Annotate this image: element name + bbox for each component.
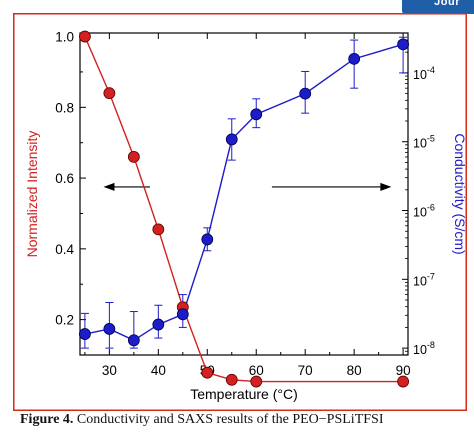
conductivity-point xyxy=(299,87,312,100)
caption-label: Figure 4. xyxy=(20,412,74,427)
figure-frame: 304050607080900.20.40.60.81.010-810-710-… xyxy=(13,13,467,411)
intensity-point xyxy=(78,30,91,43)
y-right-tick-label: 10-8 xyxy=(413,340,435,357)
journal-tab: Jour xyxy=(402,0,474,14)
caption-text: Conductivity and SAXS results of the PEO… xyxy=(76,412,384,427)
y-left-axis-title: Normalized Intensity xyxy=(24,131,40,258)
plot-area-frame xyxy=(79,32,409,356)
x-tick-label: 80 xyxy=(347,363,362,378)
conductivity-point xyxy=(103,323,116,335)
arrow-head-right xyxy=(380,182,392,191)
y-right-axis-title: Conductivity (S/cm) xyxy=(452,133,467,254)
y-left-tick-label: 0.8 xyxy=(55,100,74,115)
y-left-tick-label: 1.0 xyxy=(55,30,74,45)
y-right-tick-label: 10-4 xyxy=(413,65,435,82)
conductivity-point xyxy=(250,108,263,121)
x-tick-label: 90 xyxy=(396,363,411,378)
chart: 304050607080900.20.40.60.81.010-810-710-… xyxy=(24,30,467,402)
intensity-point xyxy=(250,375,263,388)
x-tick-label: 60 xyxy=(249,363,264,378)
x-tick-label: 40 xyxy=(151,363,166,378)
figure-border xyxy=(13,13,467,411)
y-left-tick-label: 0.2 xyxy=(55,313,74,328)
x-tick-label: 70 xyxy=(298,363,313,378)
intensity-point xyxy=(397,375,410,388)
x-axis-title: Temperature (°C) xyxy=(190,386,298,402)
conductivity-line xyxy=(84,43,404,342)
journal-tab-text: Jour xyxy=(434,0,460,8)
conductivity-point xyxy=(201,233,214,246)
figure-caption: Figure 4. Conductivity and SAXS results … xyxy=(20,412,474,434)
conductivity-point xyxy=(78,328,91,340)
conductivity-point xyxy=(397,38,410,51)
arrow-head-left xyxy=(103,182,115,191)
y-right-tick-label: 10-5 xyxy=(413,134,435,151)
conductivity-point xyxy=(127,334,140,347)
conductivity-point xyxy=(152,318,165,331)
y-right-tick-label: 10-6 xyxy=(413,203,435,220)
conductivity-point xyxy=(348,52,361,65)
y-left-tick-label: 0.6 xyxy=(55,171,74,186)
intensity-point xyxy=(201,366,214,379)
y-right-tick-label: 10-7 xyxy=(413,271,435,288)
y-left-tick-label: 0.4 xyxy=(55,242,74,257)
x-tick-label: 30 xyxy=(102,363,117,378)
intensity-point xyxy=(103,87,116,100)
conductivity-point xyxy=(176,308,189,321)
intensity-point xyxy=(225,373,238,386)
conductivity-point xyxy=(225,133,238,146)
intensity-point xyxy=(127,150,140,163)
intensity-point xyxy=(152,223,165,236)
